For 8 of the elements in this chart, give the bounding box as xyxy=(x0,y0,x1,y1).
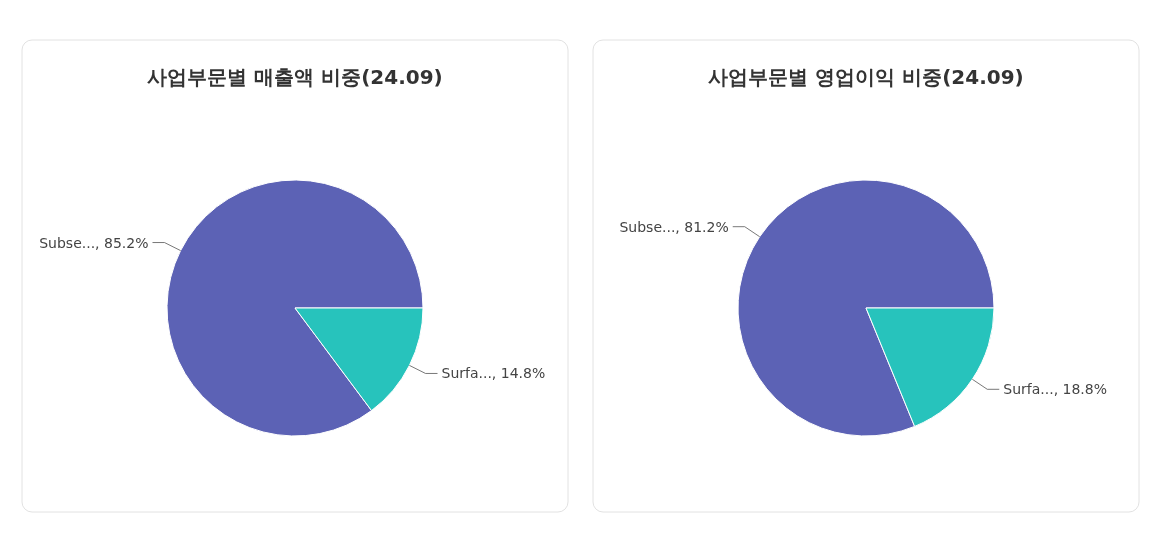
slice-label: Surfa..., 18.8% xyxy=(1003,381,1108,398)
chart-title: 사업부문별 영업이익 비중(24.09) xyxy=(708,65,1024,89)
pie-slice xyxy=(737,179,995,437)
pie-slice xyxy=(166,179,424,437)
slice-label: Subse..., 85.2% xyxy=(39,234,149,251)
chart-title: 사업부문별 매출액 비중(24.09) xyxy=(147,65,443,89)
slice-label: Surfa..., 14.8% xyxy=(441,365,546,382)
slice-label: Subse..., 81.2% xyxy=(619,218,729,235)
